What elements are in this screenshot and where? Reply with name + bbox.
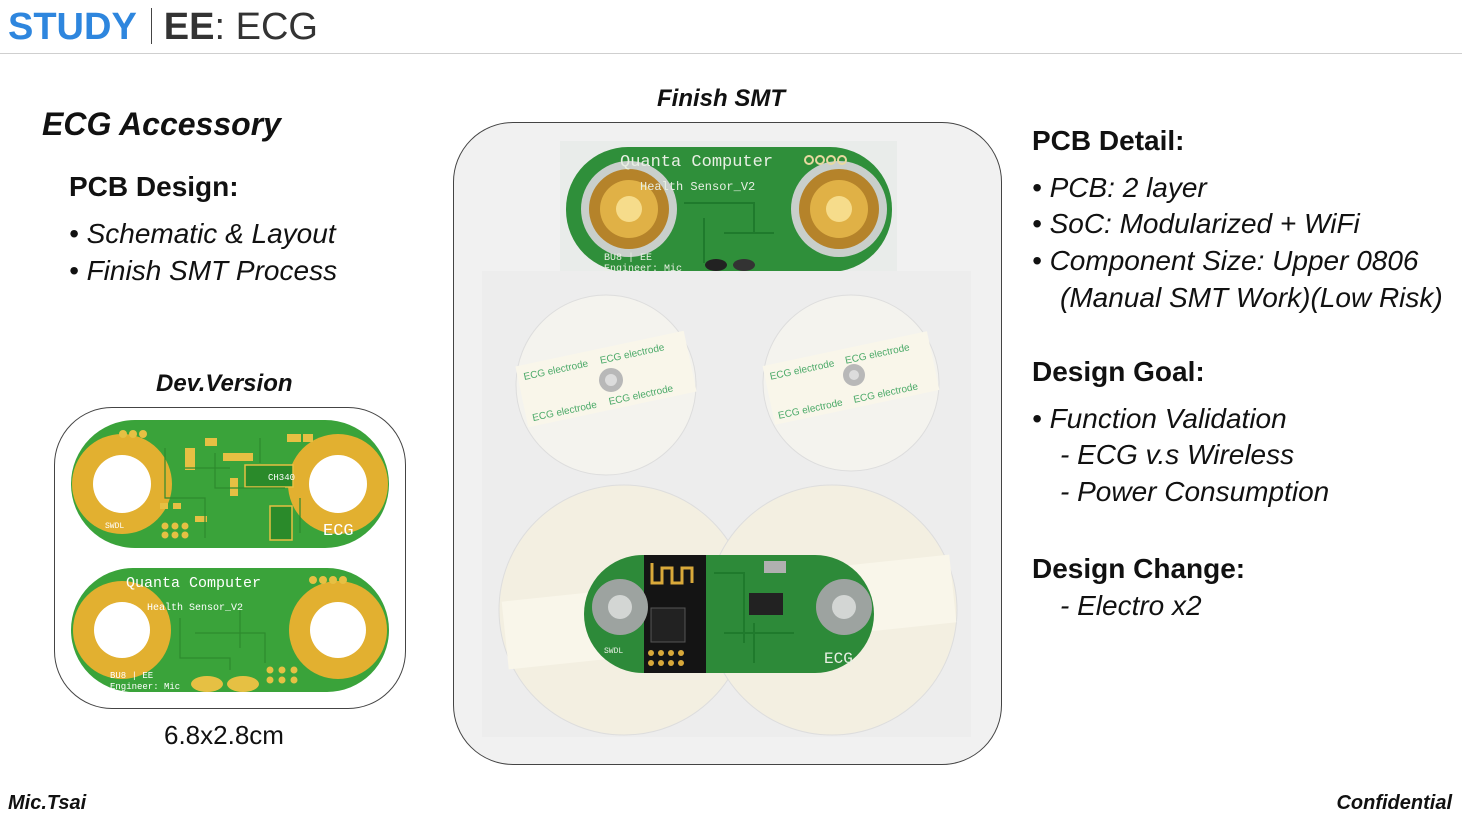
header-divider [150, 8, 152, 44]
design-goal-item-1: • Function Validation [1032, 403, 1287, 434]
design-goal-item-2: - ECG v.s Wireless [1060, 439, 1295, 470]
electrode-right: ECG electrode ECG electrode ECG electrod… [762, 294, 940, 472]
footer-confidential: Confidential [1336, 792, 1452, 814]
design-goal-heading: Design Goal: [1032, 356, 1205, 387]
finish-smt-photo: Quanta Computer Health Sensor_V2 BU8 | E… [482, 141, 971, 737]
pcb-detail-heading: PCB Detail: [1032, 125, 1185, 156]
electrode-left: ECG electrode ECG electrode ECG electrod… [515, 294, 697, 476]
smt-swdl-label: SWDL [604, 647, 623, 656]
smt-ecg-label: ECG [824, 650, 853, 668]
finish-smt-photo-frame: Quanta Computer Health Sensor_V2 BU8 | E… [453, 122, 1002, 765]
dev-chip-label: CH340 [268, 473, 295, 483]
dev-pcb-render: CH340 ECG SWDL Quanta Computer Health Se… [71, 420, 389, 692]
dev-company-label: Quanta Computer [126, 575, 261, 592]
design-goal-item-3: - Power Consumption [1060, 476, 1330, 507]
smt-product-label: Health Sensor_V2 [640, 180, 755, 194]
design-change-heading: Design Change: [1032, 553, 1246, 584]
design-change-item-1: - Electro x2 [1060, 590, 1202, 621]
header-topic: : ECG [214, 6, 318, 48]
pcb-design-item-1: • Schematic & Layout [69, 218, 336, 249]
footer-author: Mic.Tsai [8, 792, 87, 814]
dev-product-label: Health Sensor_V2 [147, 602, 243, 614]
header-rule [0, 53, 1462, 54]
finish-smt-caption: Finish SMT [657, 85, 785, 112]
smt-dept-label: BU8 | EE [604, 252, 652, 264]
pcb-detail-item-4: (Manual SMT Work)(Low Risk) [1060, 282, 1443, 313]
assembled-device: ECG SWDL [498, 484, 958, 736]
dev-dept-label: BU8 | EE [110, 671, 153, 681]
pcb-detail-item-2: • SoC: Modularized + WiFi [1032, 208, 1360, 239]
section-title: ECG Accessory [42, 106, 281, 142]
dev-engineer-label: Engineer: Mic [110, 682, 180, 692]
dev-ecg-label: ECG [323, 522, 354, 541]
dev-version-photo-frame: CH340 ECG SWDL Quanta Computer Health Se… [54, 407, 406, 709]
slide-header: STUDY EE: ECG [8, 4, 318, 50]
dev-swdl-label: SWDL [105, 522, 124, 531]
pcb-detail-item-3: • Component Size: Upper 0806 [1032, 245, 1419, 276]
board-size-caption: 6.8x2.8cm [164, 720, 284, 750]
pcb-detail-item-1: • PCB: 2 layer [1032, 172, 1207, 203]
pcb-design-item-2: • Finish SMT Process [69, 255, 338, 286]
smt-company-label: Quanta Computer [620, 153, 773, 172]
header-section: EE [163, 6, 215, 48]
dev-version-caption: Dev.Version [156, 370, 293, 397]
header-brand: STUDY [8, 6, 137, 48]
pcb-design-heading: PCB Design: [69, 171, 239, 202]
